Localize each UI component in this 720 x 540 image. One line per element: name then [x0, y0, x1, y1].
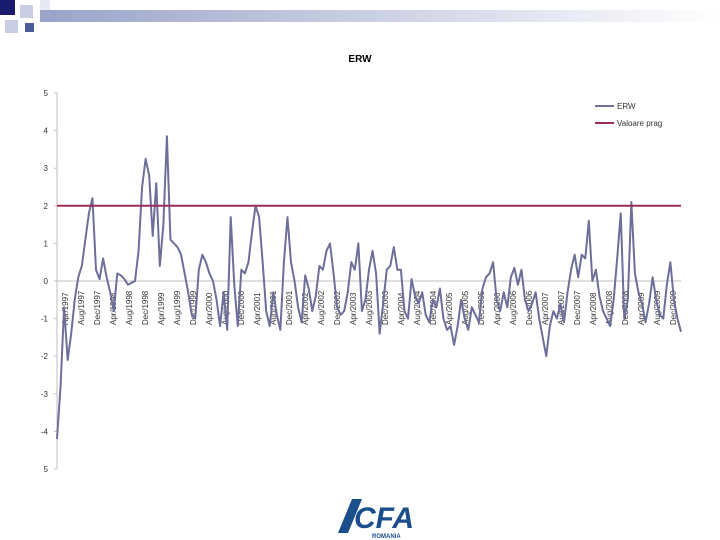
decorative-header-bar	[40, 10, 720, 22]
x-tick-label: Apr/2002	[301, 292, 310, 325]
y-tick-label: 5	[44, 465, 49, 474]
y-tick-label: -1	[41, 315, 49, 324]
legend-label-prag: Valoare prag	[617, 119, 662, 128]
x-tick-label: Apr/2007	[541, 292, 550, 325]
decorative-square	[20, 5, 33, 18]
x-tick-label: Apr/2000	[205, 292, 214, 325]
decorative-square	[25, 23, 34, 32]
x-tick-label: Aug/2005	[461, 290, 470, 325]
x-tick-label: Apr/1997	[61, 292, 70, 325]
legend: ERW Valoare prag	[595, 102, 662, 128]
x-tick-label: Apr/2008	[589, 292, 598, 325]
x-tick-label: Dec/2009	[669, 290, 678, 325]
x-tick-label: Dec/1997	[93, 290, 102, 325]
erw-line-chart: ERW 5 4 3 2 1 0 -1 -2 -3 -4 5 Apr/1997 Aug/1997 Dec/…	[41, 54, 682, 474]
legend-label-erw: ERW	[617, 102, 636, 111]
y-tick-label: 4	[44, 127, 49, 136]
cfa-romania-logo: CFA ROMANIA	[338, 499, 414, 540]
y-tick-label: 0	[44, 277, 49, 286]
y-tick-label: -3	[41, 390, 49, 399]
x-tick-label: Dec/1999	[189, 290, 198, 325]
x-tick-label: Apr/2004	[397, 292, 406, 325]
x-tick-label: Aug/2004	[413, 290, 422, 325]
chart-title: ERW	[348, 54, 372, 65]
x-tick-label: Aug/2006	[509, 290, 518, 325]
y-tick-label: 2	[44, 202, 49, 211]
logo-text: CFA	[354, 502, 414, 535]
x-axis: Apr/1997 Aug/1997 Dec/1997 Apr/1998 Aug/1998…	[57, 280, 681, 325]
y-tick-label: 5	[44, 89, 49, 98]
logo-swoosh-shape	[338, 499, 362, 533]
x-tick-label: Dec/2005	[477, 290, 486, 325]
decorative-square	[0, 0, 15, 15]
x-tick-label: Aug/2008	[605, 290, 614, 325]
decorative-square	[40, 0, 50, 10]
x-tick-label: Aug/1998	[125, 290, 134, 325]
x-tick-label: Apr/2001	[253, 292, 262, 325]
series-line-erw	[56, 135, 682, 439]
x-tick-label: Aug/2001	[269, 290, 278, 325]
y-axis: 5 4 3 2 1 0 -1 -2 -3 -4 5	[41, 89, 58, 474]
x-tick-label: Dec/2007	[573, 290, 582, 325]
x-tick-label: Apr/2003	[349, 292, 358, 325]
y-tick-label: -2	[41, 352, 49, 361]
x-tick-label: Dec/2004	[429, 290, 438, 325]
x-tick-label: Apr/2006	[493, 292, 502, 325]
x-tick-label: Aug/2003	[365, 290, 374, 325]
x-tick-label: Apr/2009	[637, 292, 646, 325]
y-tick-label: 3	[44, 164, 49, 173]
x-tick-label: Apr/2005	[445, 292, 454, 325]
y-tick-label: 1	[44, 239, 49, 248]
y-tick-label: -4	[41, 427, 49, 436]
decorative-square	[5, 20, 18, 33]
x-tick-label: Aug/2002	[317, 290, 326, 325]
x-tick-label: Dec/2003	[381, 290, 390, 325]
x-tick-label: Dec/2000	[237, 290, 246, 325]
x-tick-label: Aug/1997	[77, 290, 86, 325]
logo-subtext: ROMANIA	[372, 534, 401, 540]
x-tick-label: Apr/1999	[157, 292, 166, 325]
x-tick-label: Aug/1999	[173, 290, 182, 325]
x-tick-label: Dec/2001	[285, 290, 294, 325]
series-layer	[56, 135, 682, 439]
x-tick-label: Dec/1998	[141, 290, 150, 325]
decorative-header-squares	[0, 0, 720, 33]
